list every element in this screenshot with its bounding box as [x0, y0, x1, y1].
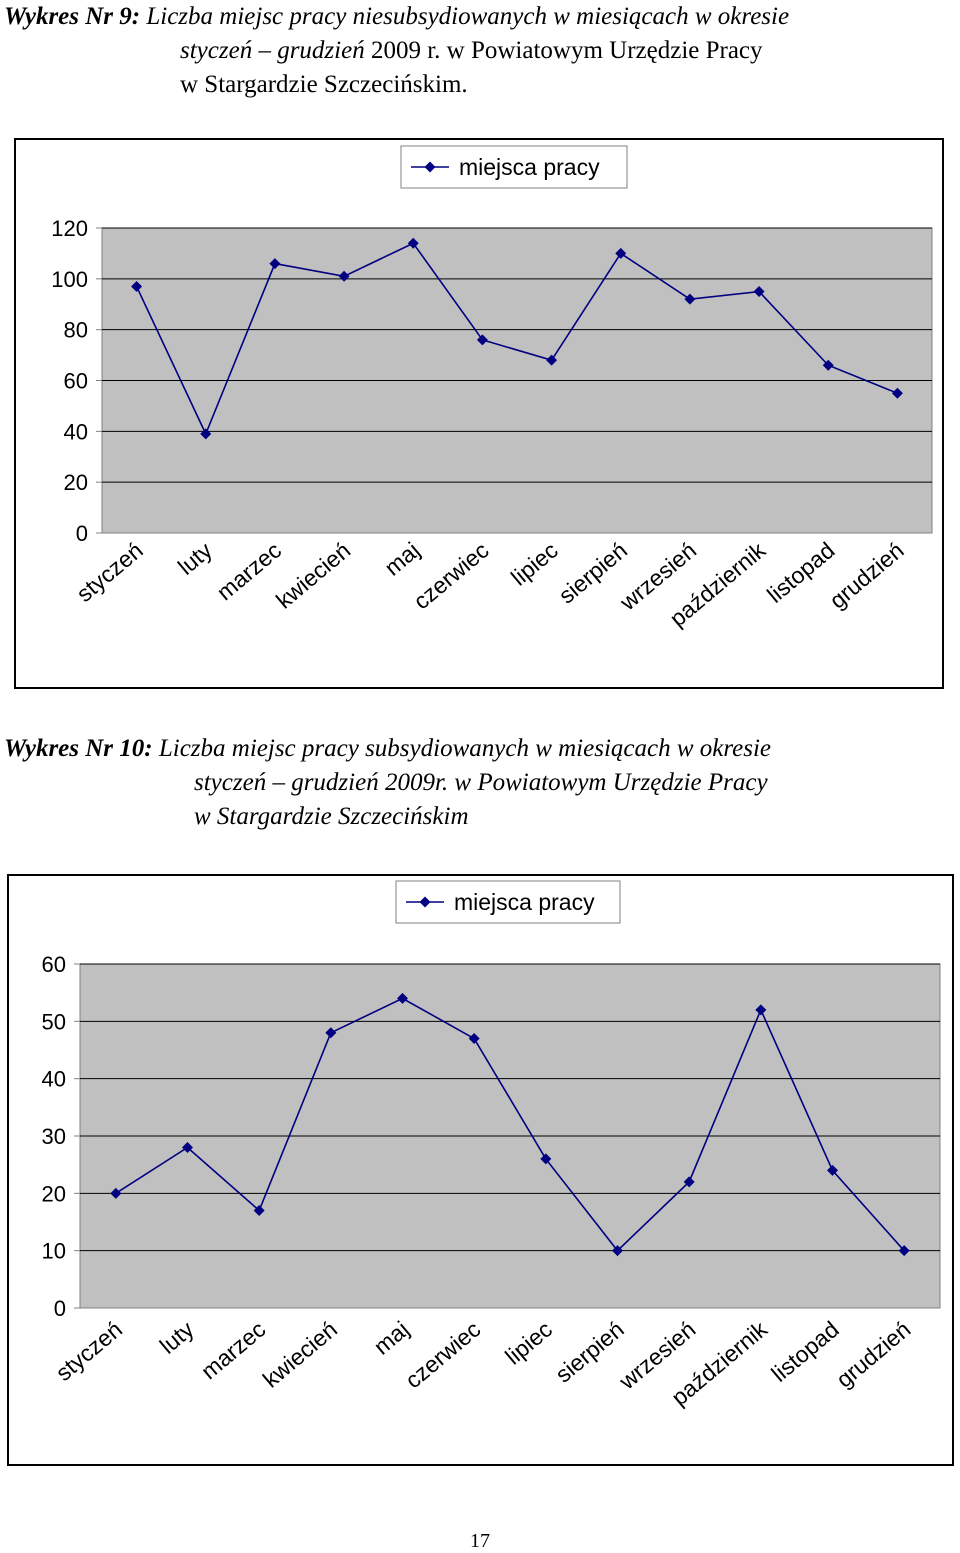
chart-9-ytick-label: 60: [64, 369, 88, 394]
chart-10-category-label: listopad: [766, 1316, 843, 1387]
chart-9-category-label: maj: [379, 537, 424, 581]
chart-10-category-label: grudzień: [831, 1316, 915, 1393]
chart-10-legend-box: [395, 880, 621, 924]
chart-10-caption-continuation: styczeń – grudzień 2009r. w Powiatowym U…: [4, 766, 956, 834]
chart-9-frame: 0 20 40 60 80 100 120 styczeń luty marzec kwiecień…: [14, 138, 944, 689]
chart-10-frame: 0 10 20 30 40 50 60 styczeń luty marzec kwiecień ma…: [7, 874, 954, 1466]
chart-9-data-point: [546, 354, 558, 366]
chart-10-category-label: luty: [155, 1316, 200, 1359]
chart-10-data-point: [827, 1164, 838, 1176]
chart-9-caption-line2-rest: 2009 r. w Powiatowym Urzędzie Pracy: [370, 37, 763, 64]
chart-10-caption-line1: Liczba miejsc pracy subsydiowanych w mie…: [158, 735, 772, 762]
chart-10-category-label: maj: [369, 1316, 414, 1360]
chart-10-ytick-label: 10: [42, 1239, 66, 1264]
chart-9-ytick-label: 40: [64, 419, 88, 444]
chart-10-ytick-label: 30: [42, 1124, 66, 1149]
chart-10-legend-label: miejsca pracy: [454, 889, 595, 915]
chart-10-ytick-label: 0: [54, 1296, 66, 1321]
chart-10-category-label: styczeń: [51, 1316, 127, 1386]
chart-9-ytick-label: 80: [64, 318, 88, 343]
chart-10-data-point: [898, 1245, 910, 1257]
chart-9-legend-label: miejsca pracy: [459, 154, 600, 180]
chart-9-legend-marker: [424, 161, 436, 173]
chart-9-caption-line1: Liczba miejsc pracy niesubsydiowanych w …: [146, 3, 790, 30]
chart-9-ytick-label: 120: [51, 216, 88, 241]
chart-10-ytick-label: 20: [42, 1181, 66, 1206]
chart-9-data-point: [822, 359, 834, 371]
chart-10-data-point: [468, 1033, 480, 1045]
chart-10-legend-marker: [419, 896, 431, 908]
chart-9-data-point: [338, 270, 350, 282]
chart-10-series-line: [115, 997, 905, 1252]
chart-9-category-label: czerwiec: [408, 537, 493, 614]
chart-9-data-point: [684, 293, 696, 305]
chart-10-data-point: [397, 992, 408, 1004]
chart-9-data-point: [131, 280, 143, 292]
chart-9-category-label: grudzień: [824, 537, 908, 614]
chart-9-caption-line2-italic: styczeń – grudzień: [180, 37, 365, 64]
chart-10-category-label: czerwiec: [400, 1316, 485, 1393]
chart-10-category-label: lipiec: [500, 1316, 557, 1370]
chart-9-category-label: styczeń: [71, 537, 147, 607]
chart-9-series-line: [135, 242, 898, 436]
chart-10-caption: Wykres Nr 10: Liczba miejsc pracy subsyd…: [4, 732, 956, 834]
chart-9-data-point: [200, 428, 212, 440]
chart-10-caption-label: Wykres Nr 10:: [4, 735, 153, 762]
chart-10-ytick-label: 40: [42, 1067, 66, 1092]
chart-9-data-point: [407, 237, 419, 249]
chart-10-caption-line3: w Stargardzie Szczecińskim: [194, 803, 469, 830]
chart-9-caption: Wykres Nr 9: Liczba miejsc pracy niesubs…: [4, 0, 956, 102]
chart-10-ytick-label: 60: [42, 952, 66, 977]
chart-9-category-label: lipiec: [506, 537, 563, 591]
chart-9-category-label: luty: [173, 537, 218, 580]
chart-10-data-point: [755, 1004, 767, 1016]
chart-10-data-point: [182, 1141, 193, 1153]
chart-9-category-label: kwiecień: [271, 537, 355, 614]
chart-10-data-point: [683, 1176, 695, 1188]
chart-10-data-point: [325, 1027, 337, 1039]
chart-9-data-point: [753, 286, 765, 298]
chart-9-ytick-label: 20: [64, 470, 88, 495]
page-number: 17: [470, 1530, 490, 1552]
chart-9-caption-line3: w Stargardzie Szczecińskim.: [180, 71, 468, 98]
chart-9-caption-label: Wykres Nr 9:: [4, 3, 141, 30]
chart-9-caption-continuation: styczeń – grudzień 2009 r. w Powiatowym …: [4, 34, 956, 102]
chart-10-data-point: [612, 1245, 623, 1257]
chart-9-data-point: [269, 258, 281, 270]
chart-9-ytick-label: 100: [51, 267, 88, 292]
chart-9-data-point: [615, 247, 627, 259]
chart-10-data-point: [110, 1187, 122, 1199]
chart-9-data-point: [891, 387, 903, 399]
chart-10-category-label: kwiecień: [258, 1316, 342, 1393]
chart-10-ytick-label: 50: [42, 1009, 66, 1034]
chart-9-ytick-label: 0: [76, 521, 88, 546]
chart-10-caption-line2: styczeń – grudzień 2009r. w Powiatowym U…: [194, 769, 768, 796]
chart-9-data-point: [476, 334, 488, 346]
chart-10-data-point: [540, 1153, 552, 1165]
chart-10-data-point: [253, 1205, 265, 1217]
